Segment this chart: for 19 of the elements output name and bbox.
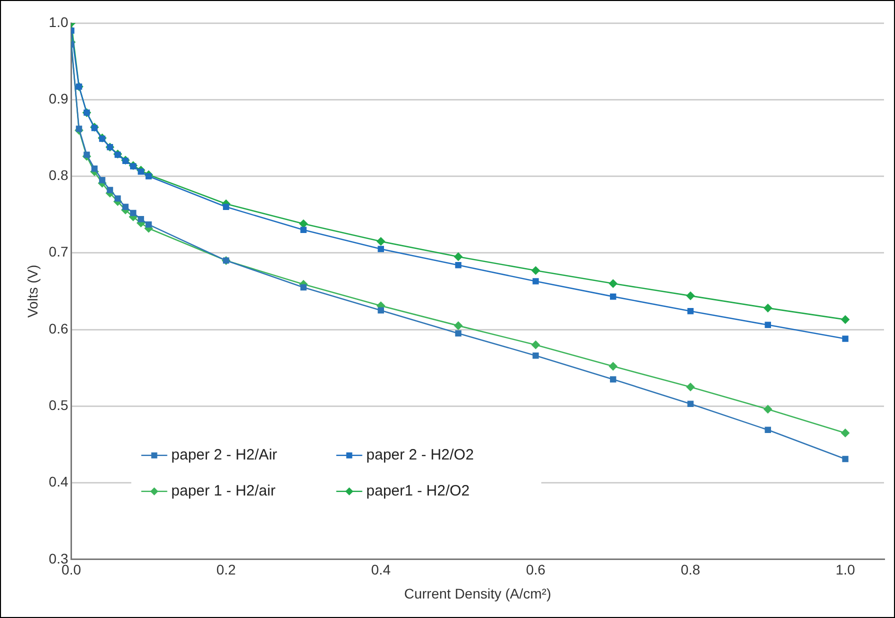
legend-label: paper 2 - H2/Air	[171, 446, 278, 464]
y-axis-title: Volts (V)	[24, 264, 40, 318]
legend-label: paper 2 - H2/O2	[366, 446, 474, 464]
x-axis-title: Current Density (A/cm²)	[404, 585, 552, 602]
y-tick-label: 0.9	[48, 90, 68, 106]
y-tick-label: 0.6	[48, 320, 68, 336]
x-tick-label: 0.8	[680, 562, 700, 578]
y-tick-label: 0.7	[48, 244, 68, 260]
y-tick-label: 0.8	[48, 167, 68, 184]
x-tick-label: 1.0	[836, 562, 856, 578]
x-tick-label: 0.4	[371, 562, 391, 578]
legend-label: paper 1 - H2/air	[171, 482, 276, 500]
y-tick-label: 0.4	[48, 474, 68, 490]
legend-label: paper1 - H2/O2	[366, 482, 470, 500]
y-tick-label: 1.0	[48, 14, 68, 30]
x-tick-label: 0.6	[526, 562, 546, 578]
x-tick-label: 0.2	[216, 562, 236, 578]
y-tick-label: 0.3	[48, 550, 68, 566]
y-tick-label: 0.5	[48, 397, 68, 413]
